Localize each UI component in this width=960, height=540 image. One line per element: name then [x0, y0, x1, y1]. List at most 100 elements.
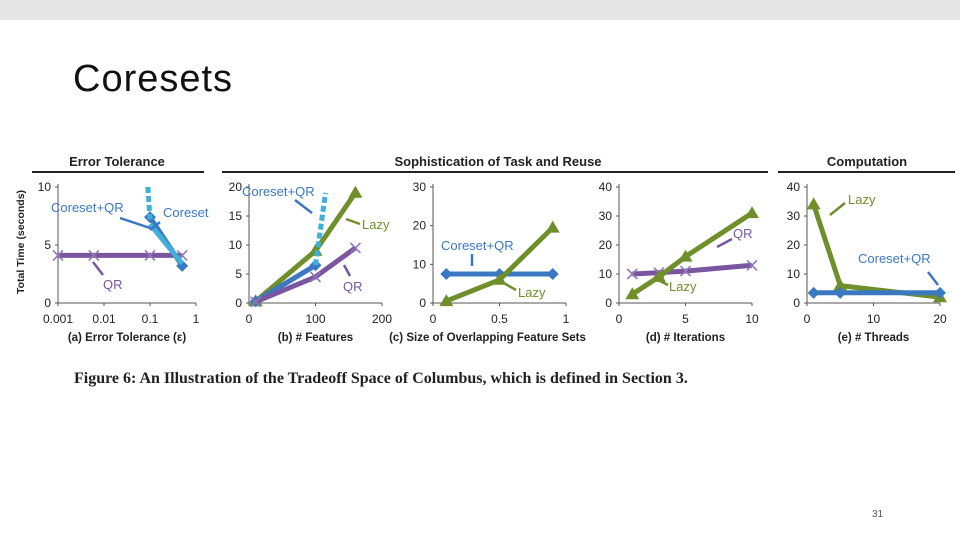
- annotation-qr-d: QR: [733, 226, 753, 241]
- page-number: 31: [872, 509, 884, 520]
- y-tick-label: 10: [413, 257, 427, 271]
- arrow-icon: [716, 237, 733, 249]
- arrow-icon: [149, 221, 161, 231]
- series-line-extension: [145, 186, 153, 220]
- y-tick-label: 10: [38, 180, 52, 194]
- data-point: [348, 185, 363, 198]
- data-point: [834, 286, 847, 299]
- x-tick-label: 0.001: [43, 312, 73, 326]
- x-tick-label: 20: [933, 312, 947, 326]
- x-axis-label: (c) Size of Overlapping Feature Sets: [389, 332, 586, 344]
- x-tick-label: 0: [430, 312, 437, 326]
- annotation-lazy-b: Lazy: [362, 217, 390, 232]
- data-point: [439, 294, 454, 307]
- x-axis-label: (d) # Iterations: [646, 332, 725, 344]
- x-tick-label: 10: [745, 312, 759, 326]
- annotation-coreset-qr-a: Coreset+QR: [51, 200, 124, 215]
- y-tick-label: 40: [787, 180, 801, 194]
- data-point: [934, 286, 946, 299]
- x-axis-label: (a) Error Tolerance (ε): [68, 332, 187, 344]
- data-point: [746, 259, 758, 271]
- arrow-icon: [119, 216, 151, 230]
- y-tick-label: 0: [235, 296, 242, 310]
- annotation-lazy-e: Lazy: [848, 192, 876, 207]
- y-tick-label: 10: [229, 238, 243, 252]
- x-tick-label: 100: [305, 312, 325, 326]
- y-tick-label: 10: [599, 267, 613, 281]
- y-tick-label: 5: [235, 267, 242, 281]
- data-point: [250, 296, 262, 308]
- data-point: [52, 249, 64, 262]
- data-point: [679, 265, 692, 277]
- plot-overlapping-sets: 0 10 20 30 0 0.5 1 (c) Size of Overlapping Feat…: [389, 180, 586, 344]
- x-tick-label: 10: [867, 312, 881, 326]
- data-point: [807, 286, 820, 299]
- figure-caption: Figure 6: An Illustration of the Tradeof…: [74, 370, 688, 387]
- y-tick-label: 20: [599, 238, 613, 252]
- plot-threads: 0 10 20 30 40 0 10 20 (e) # Threads: [787, 180, 947, 344]
- data-point: [806, 197, 821, 210]
- data-point: [678, 249, 693, 262]
- x-tick-label: 1: [563, 312, 570, 326]
- group-header-sophistication: Sophistication of Task and Reuse: [394, 154, 601, 169]
- y-tick-label: 0: [605, 296, 612, 310]
- annotations: Coreset+QR Coreset QR Coreset+QR Lazy QR…: [51, 184, 939, 300]
- x-tick-label: 0.01: [92, 312, 116, 326]
- series-line-qr: [632, 262, 753, 277]
- series-line-lazy: [630, 211, 754, 297]
- annotation-coreset-qr-e: Coreset+QR: [858, 251, 931, 266]
- top-bar: [0, 0, 960, 20]
- arrow-icon: [501, 280, 517, 292]
- arrow-icon: [653, 276, 669, 287]
- annotation-coreset-a: Coreset: [163, 205, 209, 220]
- figure: Error Tolerance Sophistication of Task a…: [15, 154, 955, 344]
- series-line-extension: [313, 192, 328, 266]
- y-tick-label: 5: [44, 238, 51, 252]
- annotation-lazy-d: Lazy: [669, 279, 697, 294]
- data-point: [833, 278, 848, 291]
- x-tick-label: 1: [193, 312, 200, 326]
- data-point: [626, 268, 638, 280]
- data-point: [545, 220, 560, 233]
- arrow-icon: [92, 261, 104, 276]
- x-axis-label: (b) # Features: [278, 332, 353, 344]
- x-axis-label: (e) # Threads: [838, 332, 910, 344]
- annotation-lazy-c: Lazy: [518, 285, 546, 300]
- y-tick-label: 30: [413, 180, 427, 194]
- data-point: [349, 242, 361, 254]
- arrow-icon: [345, 217, 361, 226]
- data-point: [546, 268, 559, 280]
- annotation-qr-b: QR: [343, 279, 363, 294]
- data-point: [625, 287, 640, 300]
- x-tick-label: 5: [682, 312, 689, 326]
- y-tick-label: 10: [787, 267, 801, 281]
- y-tick-label: 30: [599, 209, 613, 223]
- x-tick-label: 0: [804, 312, 811, 326]
- arrow-icon: [294, 199, 313, 214]
- y-tick-label: 0: [44, 296, 51, 310]
- data-point: [745, 206, 759, 219]
- x-tick-label: 200: [372, 312, 392, 326]
- arrow-icon: [829, 202, 846, 216]
- y-tick-label: 20: [229, 180, 243, 194]
- annotation-coreset-qr-c: Coreset+QR: [441, 238, 514, 253]
- annotation-qr-a: QR: [103, 277, 123, 292]
- data-point: [88, 249, 100, 262]
- series-line-coreset: [148, 222, 185, 266]
- y-axis-label: Total Time (seconds): [15, 190, 27, 294]
- group-header-computation: Computation: [827, 154, 907, 169]
- y-tick-label: 20: [787, 238, 801, 252]
- arrow-icon: [342, 264, 352, 277]
- annotation-coreset-qr-b: Coreset+QR: [242, 184, 315, 199]
- x-tick-label: 0.1: [142, 312, 159, 326]
- y-tick-label: 0: [793, 296, 800, 310]
- x-tick-label: 0.5: [491, 312, 508, 326]
- y-tick-label: 30: [787, 209, 801, 223]
- y-tick-label: 0: [419, 296, 426, 310]
- y-tick-label: 40: [599, 180, 613, 194]
- arrow-icon: [927, 271, 939, 286]
- x-tick-label: 0: [616, 312, 623, 326]
- x-tick-label: 0: [246, 312, 253, 326]
- y-tick-label: 20: [413, 219, 427, 233]
